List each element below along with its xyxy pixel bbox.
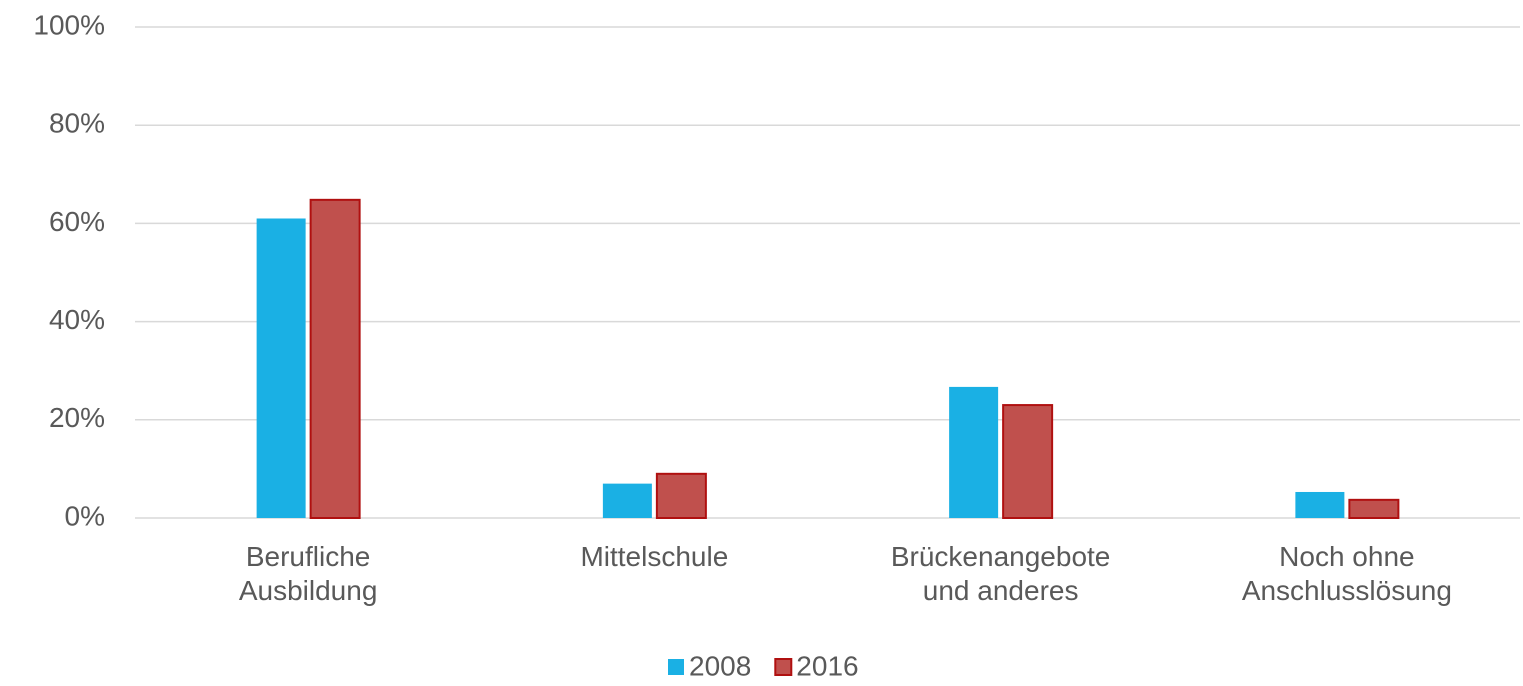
- bar: [1002, 404, 1054, 520]
- y-tick-label: 40%: [49, 304, 105, 335]
- y-tick-label: 20%: [49, 402, 105, 433]
- legend-swatch: [774, 658, 793, 676]
- bar: [1348, 498, 1400, 520]
- x-tick-label: Brückenangebote und anderes: [890, 541, 1111, 606]
- y-tick-label: 0%: [65, 500, 105, 531]
- bar: [309, 198, 361, 519]
- y-tick-label: 80%: [49, 108, 105, 139]
- bar: [602, 483, 652, 518]
- legend-label: 2016: [796, 650, 858, 681]
- x-tick-label: Noch ohne Anschlusslösung: [1241, 541, 1452, 606]
- legend-label: 2008: [689, 650, 751, 681]
- y-tick-label: 100%: [33, 9, 105, 40]
- y-tick-label: 60%: [49, 206, 105, 237]
- x-tick-label: Mittelschule: [580, 541, 729, 572]
- bar: [949, 386, 999, 518]
- legend-swatch: [668, 659, 684, 675]
- bar: [1295, 491, 1345, 518]
- x-tick-label: Berufliche Ausbildung: [238, 541, 378, 606]
- bar: [655, 472, 707, 519]
- bar: [256, 218, 306, 519]
